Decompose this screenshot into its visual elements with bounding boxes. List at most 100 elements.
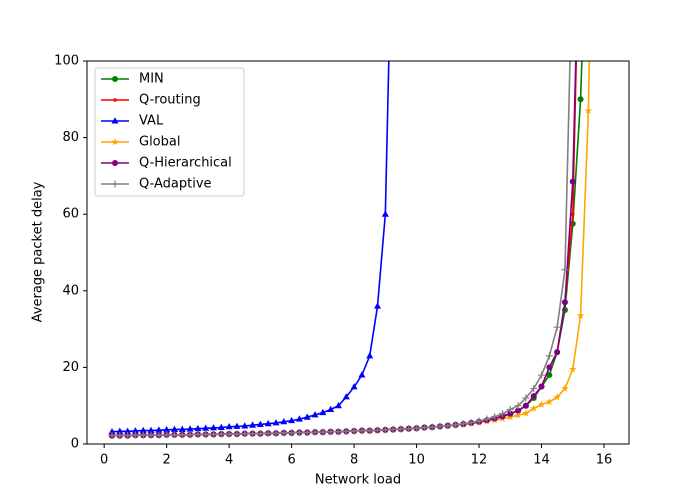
marker — [374, 426, 382, 434]
marker — [249, 421, 257, 428]
marker — [405, 425, 413, 433]
marker — [522, 409, 530, 417]
marker — [553, 323, 561, 331]
axes-frame — [86, 60, 630, 445]
marker — [545, 397, 554, 406]
marker — [553, 393, 561, 401]
marker — [131, 427, 139, 434]
marker — [217, 430, 225, 438]
y-tick-label: 0 — [71, 437, 79, 452]
marker — [233, 430, 241, 438]
marker — [303, 413, 311, 420]
y-tick-label: 40 — [62, 283, 79, 298]
marker — [514, 402, 522, 410]
marker — [111, 117, 119, 124]
marker — [506, 406, 514, 414]
marker — [577, 96, 584, 103]
marker — [124, 427, 132, 434]
y-tick-label: 100 — [54, 54, 79, 69]
x-tick-label: 16 — [596, 453, 613, 468]
x-tick-label: 10 — [408, 453, 425, 468]
marker — [225, 422, 233, 430]
marker — [334, 401, 342, 409]
marker — [202, 424, 210, 431]
marker — [186, 431, 194, 439]
x-tick-label: 8 — [350, 453, 358, 468]
marker — [568, 365, 577, 373]
marker — [538, 371, 546, 379]
marker — [537, 400, 546, 408]
marker — [139, 426, 147, 434]
marker — [202, 430, 210, 438]
marker — [178, 431, 186, 439]
marker — [584, 106, 593, 115]
marker — [112, 76, 118, 82]
legend-label: Q-routing — [139, 93, 201, 108]
marker — [256, 420, 264, 427]
marker — [498, 410, 506, 418]
marker — [530, 393, 537, 400]
marker — [327, 428, 335, 436]
marker — [155, 431, 163, 439]
marker — [436, 422, 444, 430]
marker — [233, 422, 241, 429]
marker — [210, 430, 218, 438]
marker — [280, 429, 288, 437]
marker — [546, 364, 553, 371]
marker — [366, 427, 374, 435]
marker — [194, 430, 202, 438]
marker — [288, 429, 296, 437]
marker — [241, 430, 249, 438]
marker — [491, 413, 499, 421]
marker — [288, 416, 296, 424]
marker — [249, 430, 257, 438]
marker — [163, 431, 171, 439]
marker — [514, 411, 522, 419]
marker — [545, 352, 553, 360]
marker — [327, 405, 335, 413]
marker — [358, 371, 366, 378]
marker — [397, 425, 405, 433]
marker — [334, 428, 342, 436]
marker — [561, 299, 568, 306]
marker — [170, 425, 178, 432]
legend-label: Q-Adaptive — [139, 177, 212, 192]
marker — [529, 404, 538, 412]
marker — [319, 408, 327, 416]
legend-label: Q-Hierarchical — [139, 156, 232, 171]
legend: MIN Q-routing VAL Global Q-Hierarchical Q-Ada… — [94, 67, 245, 197]
x-tick-label: 14 — [533, 453, 550, 468]
marker — [576, 311, 585, 319]
marker — [186, 425, 194, 432]
marker — [467, 419, 475, 427]
marker — [210, 424, 218, 431]
marker — [147, 426, 155, 434]
marker — [311, 428, 319, 436]
marker — [515, 407, 522, 414]
marker — [108, 432, 116, 440]
marker — [538, 383, 545, 390]
marker — [272, 419, 280, 426]
marker — [475, 417, 483, 425]
marker — [389, 425, 397, 433]
y-axis-label: Average packet delay — [31, 181, 46, 322]
marker — [280, 417, 288, 425]
marker — [570, 212, 575, 216]
marker — [319, 428, 327, 436]
marker — [272, 429, 280, 437]
marker — [147, 431, 155, 439]
marker — [350, 383, 358, 390]
y-tick-label: 60 — [62, 207, 79, 222]
marker — [217, 423, 225, 431]
marker — [112, 160, 118, 166]
marker — [569, 178, 576, 185]
marker — [295, 429, 303, 437]
legend-box — [94, 67, 245, 197]
marker — [452, 421, 460, 429]
axes: 0 2 4 6 8 10 12 14 16 0 20 40 60 80 100 — [54, 54, 612, 468]
marker — [483, 415, 491, 423]
y-tick-label: 20 — [62, 360, 79, 375]
marker — [264, 429, 272, 437]
